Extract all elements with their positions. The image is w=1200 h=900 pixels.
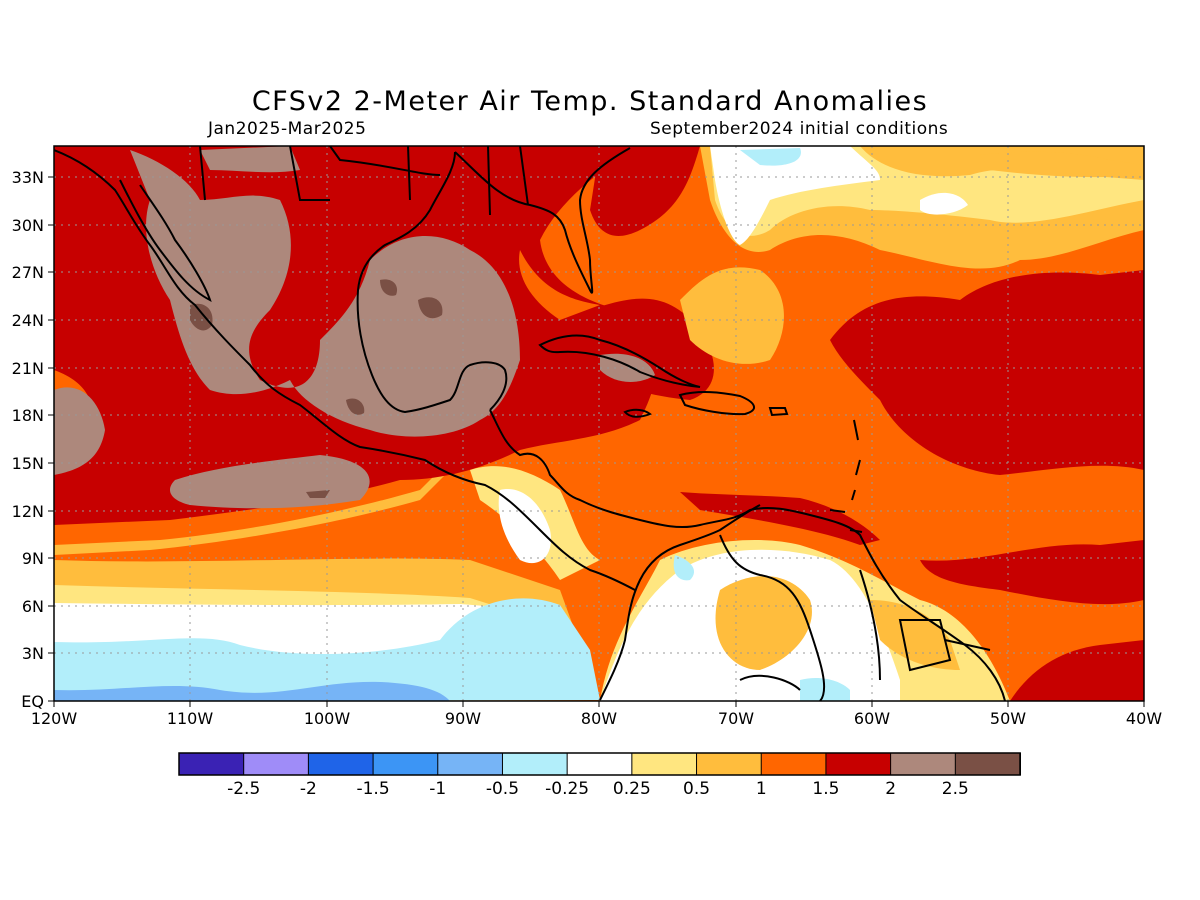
anomaly-neutral-north-atlantic (710, 146, 880, 245)
colorbar-label: -1 (429, 779, 446, 799)
anomaly-field (54, 146, 1144, 701)
anomaly-0.5-1-venezuela (715, 576, 812, 670)
anomaly-neg-0.25-pacific (54, 598, 600, 701)
us-state-borders (199, 146, 529, 216)
colorbar-label: -0.25 (545, 779, 589, 799)
lon-label: 110W (167, 709, 214, 728)
colorbar-label: -2.5 (227, 779, 260, 799)
anomaly-2.5-north-mexico (200, 146, 300, 173)
puerto-rico (768, 407, 789, 417)
colorbar-swatch (372, 752, 439, 776)
lat-label: 12N (12, 502, 44, 521)
colorbar-swatch (566, 752, 633, 776)
lon-label: 40W (1126, 709, 1162, 728)
hispaniola (678, 391, 755, 416)
lat-label: 21N (12, 359, 44, 378)
anomaly-2.5-pacific-patch (54, 387, 105, 475)
anomaly-peak-gulf-2 (418, 297, 443, 319)
longitude-labels: 120W 110W 100W 90W 80W 70W 60W 50W 40W (31, 709, 1162, 728)
lat-label: 6N (22, 597, 44, 616)
colorbar-frame (178, 752, 1021, 776)
south-america-borders (739, 569, 991, 691)
anomaly-2.5-mexico-gulf (130, 150, 520, 437)
colorbar-swatch (631, 752, 698, 776)
latitude-labels: 33N 30N 27N 24N 21N 18N 15N 12N 9N 6N 3N… (12, 168, 44, 711)
venezuela-border (719, 534, 826, 701)
anomaly-peak-pacific (306, 490, 330, 498)
colorbar-swatch (437, 752, 504, 776)
anomaly-2-caribbean-band (680, 492, 880, 545)
anomaly-peak-yucatan (346, 398, 365, 415)
colorbar-label: -0.5 (486, 779, 519, 799)
lat-label: 30N (12, 216, 44, 235)
colorbar-swatch (501, 752, 569, 776)
anomaly-2-central-atlantic (830, 270, 1144, 475)
anomaly-0.5-1-bahamas (680, 267, 784, 364)
lat-label: EQ (21, 692, 44, 711)
map-title: CFSv2 2-Meter Air Temp. Standard Anomali… (251, 86, 929, 117)
anomaly-1-1.5-florida (519, 250, 600, 320)
jamaica (623, 408, 652, 418)
anomaly-0.5-1-atlantic-north-edge (980, 151, 1144, 178)
colorbar-label: 1.5 (812, 779, 839, 799)
lat-label: 27N (12, 263, 44, 282)
anomaly-2-southeast-us (590, 146, 700, 236)
colorbar-swatch (890, 752, 957, 776)
colorbar-swatch (696, 752, 763, 776)
lat-label: 15N (12, 454, 44, 473)
colorbar-label: -1.5 (356, 779, 389, 799)
anomaly-neg-0.25-north-atlantic (740, 148, 801, 166)
lat-label: 18N (12, 406, 44, 425)
lon-label: 80W (581, 709, 617, 728)
forecast-period: Jan2025-Mar2025 (208, 119, 367, 139)
lon-label: 90W (445, 709, 481, 728)
anomaly-peak-gulf-1 (380, 279, 398, 296)
anomaly-2-bahamas-cuba (560, 298, 714, 400)
lon-label: 120W (31, 709, 78, 728)
gulf-of-mexico-coast (356, 151, 508, 414)
colorbar-label: 0.5 (683, 779, 710, 799)
lon-label: 50W (990, 709, 1026, 728)
lat-label: 3N (22, 644, 44, 663)
colorbar-swatch (760, 752, 827, 776)
colorbar-label: 2 (885, 779, 896, 799)
anomaly-neg-0.5-pacific (54, 681, 450, 701)
colorbar-swatch (307, 752, 375, 776)
lon-label: 100W (304, 709, 351, 728)
lat-label: 24N (12, 311, 44, 330)
colorbar-swatch (178, 752, 245, 776)
initial-conditions: September2024 initial conditions (650, 119, 949, 139)
lesser-antilles (829, 419, 863, 533)
colorbar (178, 752, 1021, 776)
tick-marks (48, 176, 1145, 707)
caribbean-south-coast (489, 409, 1006, 701)
lat-label: 9N (22, 549, 44, 568)
pacific-coastline (54, 149, 636, 591)
anomaly-peak-baja (190, 303, 213, 331)
colorbar-swatch (243, 752, 310, 776)
anomaly-2-south-atlantic (1010, 640, 1144, 701)
colorbar-swatch (825, 752, 892, 776)
lat-label: 33N (12, 168, 44, 187)
coastlines (54, 146, 1006, 701)
colorbar-label: 2.5 (942, 779, 969, 799)
anomaly-neg-0.25-colombia (673, 555, 695, 581)
lon-label: 70W (718, 709, 754, 728)
cuba (538, 334, 701, 388)
baja-peninsula (119, 179, 212, 302)
colorbar-label: 0.25 (613, 779, 651, 799)
colorbar-label: -2 (300, 779, 317, 799)
anomaly-neutral-central-america (498, 489, 551, 564)
lon-label: 60W (854, 709, 890, 728)
colorbar-label: 1 (756, 779, 767, 799)
colombia-outline (599, 504, 761, 701)
colorbar-swatch (954, 752, 1021, 776)
anomaly-neutral-atlantic-patch (920, 192, 968, 215)
colorbar-labels: -2.5 -2 -1.5 -1 -0.5 -0.25 0.25 0.5 1 1.5 2 2.5 (227, 779, 969, 799)
anomaly-2-atlantic-band (920, 540, 1144, 605)
